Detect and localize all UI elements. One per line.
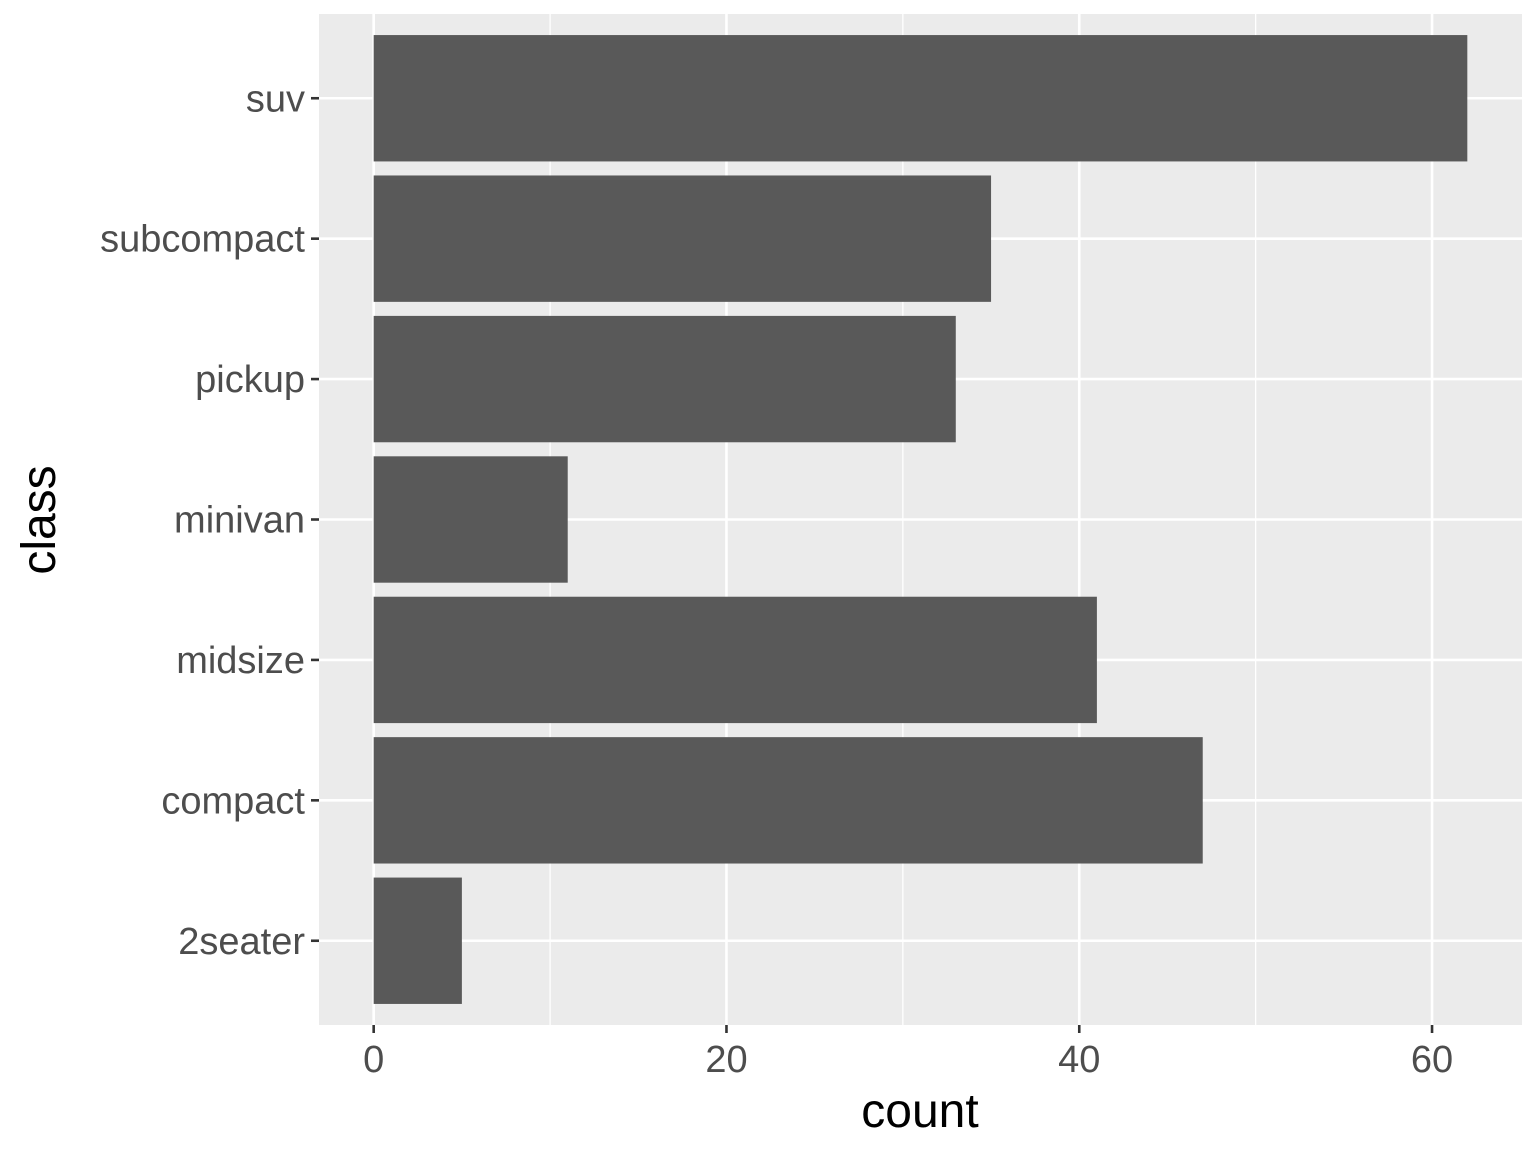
y-tick-label: compact <box>161 780 305 822</box>
x-axis-title: count <box>861 1085 978 1138</box>
x-tick-label: 40 <box>1058 1039 1100 1081</box>
x-tick-label: 60 <box>1411 1039 1453 1081</box>
y-tick-label: 2seater <box>178 921 305 963</box>
x-tick-label: 0 <box>363 1039 384 1081</box>
y-tick-label: suv <box>246 78 305 120</box>
y-tick-label: midsize <box>176 640 305 682</box>
x-tick-label: 20 <box>705 1039 747 1081</box>
bar-compact <box>373 737 1203 864</box>
bar-subcompact <box>373 175 992 302</box>
bar-midsize <box>373 596 1097 724</box>
x-axis: 0 20 40 60 <box>363 1025 1453 1081</box>
y-axis-title: class <box>13 465 66 574</box>
bar-minivan <box>373 456 568 583</box>
bars <box>373 35 1468 1004</box>
y-tick-label: subcompact <box>100 219 305 261</box>
y-tick-label: minivan <box>174 500 305 542</box>
y-axis: 2seater compact midsize minivan pickup subcom… <box>100 78 319 963</box>
bar-2seater <box>373 877 462 1004</box>
y-tick-label: pickup <box>195 359 305 401</box>
bar-suv <box>373 35 1468 162</box>
bar-pickup <box>373 315 956 443</box>
